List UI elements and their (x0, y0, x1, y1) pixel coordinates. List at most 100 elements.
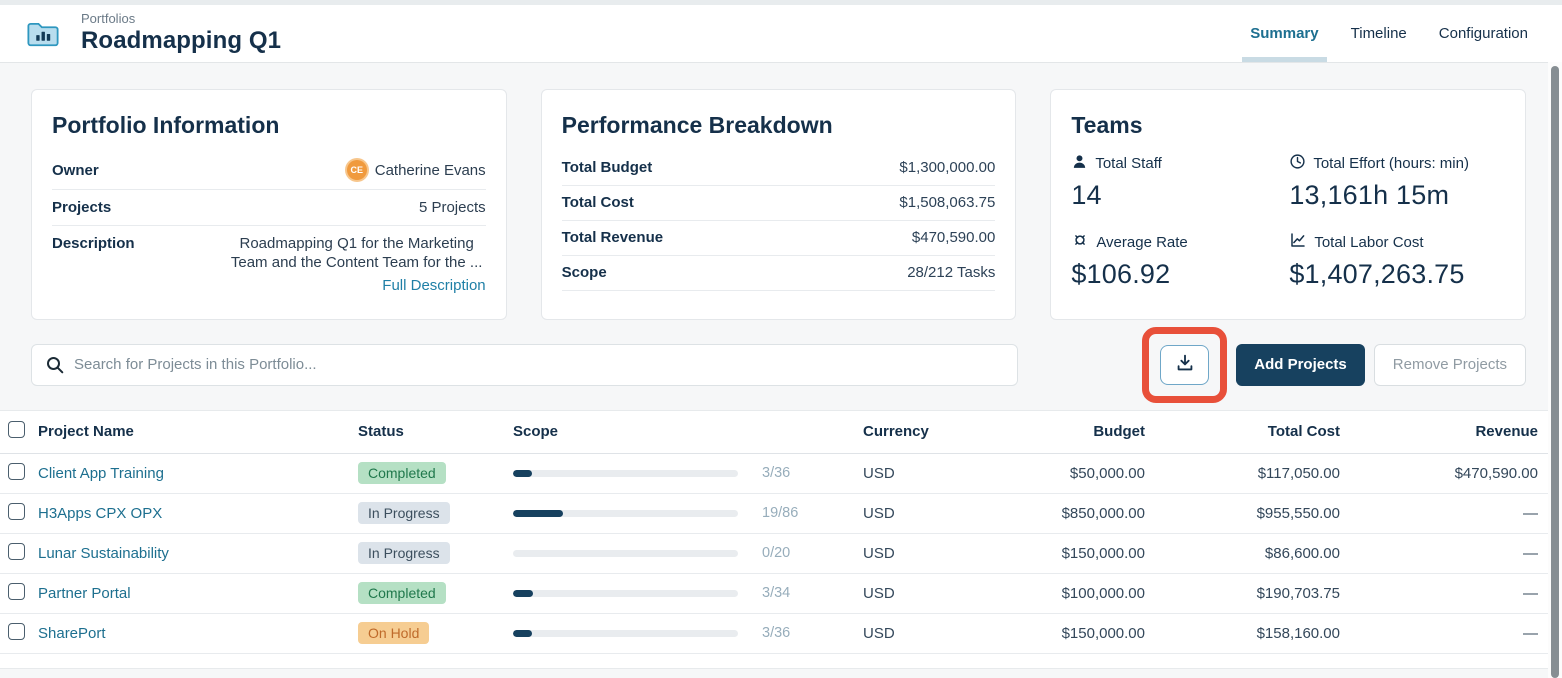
metric-label: Total Staff (1095, 155, 1162, 172)
download-icon (1174, 352, 1196, 377)
project-name-link[interactable]: H3Apps CPX OPX (38, 504, 163, 522)
full-description-link[interactable]: Full Description (382, 276, 486, 294)
budget-value: $50,000.00 (1069, 464, 1145, 482)
table-row: Partner Portal Completed 3/34 USD $100,0… (0, 574, 1562, 614)
progress-bar (513, 469, 738, 477)
team-metric: Total Staff 14 (1071, 153, 1289, 211)
revenue-value: — (1523, 544, 1538, 562)
row-checkbox[interactable] (8, 462, 25, 480)
portfolio-information-card: Portfolio Information Owner CE Catherine… (31, 89, 507, 320)
metric-value: $106.92 (1071, 259, 1171, 289)
top-strip (0, 0, 1562, 5)
tab-configuration[interactable]: Configuration (1438, 25, 1528, 42)
status-badge: Completed (358, 582, 446, 604)
projects-label: Projects (52, 199, 112, 216)
chart-icon (1289, 231, 1307, 253)
metric-label: Average Rate (1096, 233, 1188, 251)
col-status[interactable]: Status (358, 423, 404, 440)
metric-value: 13,161h 15m (1289, 180, 1450, 210)
project-name-link[interactable]: Client App Training (38, 464, 164, 482)
status-badge: In Progress (358, 502, 450, 524)
description-row: Description Roadmapping Q1 for the Marke… (52, 226, 486, 303)
clock-icon (1289, 153, 1306, 174)
owner-avatar[interactable]: CE (346, 160, 367, 180)
select-all-checkbox[interactable] (8, 421, 25, 438)
portfolio-folder-icon (25, 18, 61, 50)
project-name-link[interactable]: Partner Portal (38, 584, 131, 602)
performance-row-value: $470,590.00 (911, 229, 996, 246)
projects-count: 5 Projects (418, 199, 486, 216)
vertical-scrollbar[interactable] (1548, 62, 1562, 678)
currency-value: USD (863, 624, 895, 642)
row-checkbox[interactable] (8, 582, 25, 600)
scope-fraction: 19/86 (762, 505, 799, 521)
performance-breakdown-title: Performance Breakdown (561, 112, 833, 138)
table-row: H3Apps CPX OPX In Progress 19/86 USD $85… (0, 494, 1562, 534)
scope-fraction: 0/20 (762, 545, 791, 561)
toolbar: Add Projects Remove Projects (31, 326, 1526, 403)
description-label: Description (52, 235, 135, 252)
col-project-name[interactable]: Project Name (38, 423, 134, 440)
row-checkbox[interactable] (8, 622, 25, 640)
description-text: Roadmapping Q1 for the Marketing Team an… (230, 235, 483, 271)
project-search (31, 343, 1018, 386)
table-row: Lunar Sustainability In Progress 0/20 US… (0, 534, 1562, 574)
tab-summary[interactable]: Summary (1242, 5, 1328, 62)
row-checkbox[interactable] (8, 542, 25, 560)
progress-bar (513, 589, 738, 597)
search-icon (45, 355, 65, 380)
owner-label: Owner (52, 161, 99, 179)
budget-value: $100,000.00 (1061, 584, 1145, 602)
project-name-link[interactable]: Lunar Sustainability (38, 544, 169, 562)
metric-label: Total Effort (hours: min) (1313, 155, 1469, 172)
table-body: Client App Training Completed 3/36 USD $… (0, 454, 1562, 654)
table-row: SharePort On Hold 3/36 USD $150,000.00 $… (0, 614, 1562, 654)
teams-title: Teams (1071, 112, 1143, 138)
currency-value: USD (863, 544, 895, 562)
performance-row-label: Total Revenue (561, 229, 664, 246)
add-projects-button[interactable]: Add Projects (1236, 343, 1365, 386)
progress-bar (513, 629, 738, 637)
search-input[interactable] (31, 343, 1018, 386)
performance-row: Total Revenue $470,590.00 (561, 221, 996, 256)
scope-fraction: 3/36 (762, 465, 791, 481)
team-metric: Average Rate $106.92 (1071, 231, 1289, 290)
project-name-link[interactable]: SharePort (38, 624, 106, 642)
currency-value: USD (863, 504, 895, 522)
col-revenue[interactable]: Revenue (1475, 423, 1538, 440)
col-budget[interactable]: Budget (1093, 423, 1145, 440)
teams-card: Teams Total Staff 14 Total Effort (hours… (1050, 89, 1526, 320)
col-currency[interactable]: Currency (863, 423, 929, 440)
page-header: Portfolios Roadmapping Q1 Summary Timeli… (0, 5, 1562, 63)
scrollbar-thumb[interactable] (1551, 66, 1559, 678)
breadcrumb[interactable]: Portfolios (81, 11, 136, 27)
performance-row: Total Cost $1,508,063.75 (561, 186, 996, 221)
remove-projects-button[interactable]: Remove Projects (1373, 343, 1526, 386)
owner-name: Catherine Evans (374, 161, 486, 179)
total-cost-value: $117,050.00 (1257, 464, 1340, 482)
status-badge: On Hold (358, 622, 430, 644)
revenue-value: — (1523, 584, 1538, 602)
metric-label: Total Labor Cost (1314, 233, 1424, 251)
revenue-value: — (1523, 504, 1538, 522)
download-button[interactable] (1160, 344, 1210, 385)
performance-row-label: Scope (561, 264, 607, 281)
total-cost-value: $86,600.00 (1264, 544, 1340, 562)
metric-value: 14 (1071, 180, 1102, 210)
col-total-cost[interactable]: Total Cost (1267, 423, 1340, 440)
team-metric: Total Labor Cost $1,407,263.75 (1289, 231, 1505, 290)
progress-bar (513, 509, 738, 517)
tab-timeline[interactable]: Timeline (1350, 25, 1407, 42)
revenue-value: — (1523, 624, 1538, 642)
scope-fraction: 3/34 (762, 585, 791, 601)
performance-rows: Total Budget $1,300,000.00 Total Cost $1… (561, 151, 996, 291)
currency-icon (1071, 231, 1089, 253)
budget-value: $150,000.00 (1061, 544, 1145, 562)
projects-row: Projects 5 Projects (52, 190, 486, 226)
team-metric: Total Effort (hours: min) 13,161h 15m (1289, 153, 1505, 211)
person-icon (1071, 153, 1088, 174)
portfolio-information-title: Portfolio Information (52, 112, 280, 138)
col-scope[interactable]: Scope (513, 423, 559, 440)
row-checkbox[interactable] (8, 502, 25, 520)
status-badge: In Progress (358, 542, 450, 564)
